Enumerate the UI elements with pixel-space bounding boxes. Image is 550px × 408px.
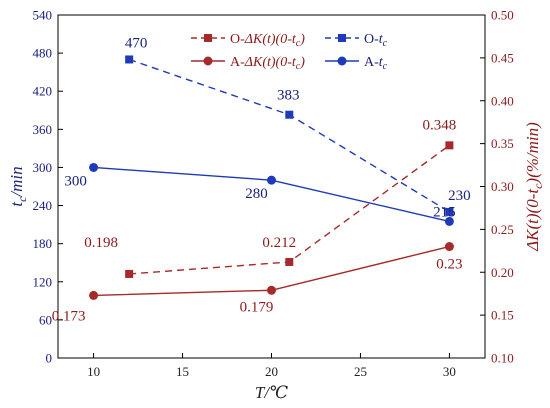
data-label-A-dK: 0.173: [52, 308, 86, 324]
data-label-A-dK: 0.23: [436, 257, 462, 273]
data-label-O-tc: 230: [448, 188, 471, 204]
legend-marker: [203, 56, 213, 66]
tick-label-bottom: 20: [265, 364, 278, 379]
legend-item-O-dK: O-ΔK(t)(0-tc): [191, 32, 305, 49]
data-point-O-tc: [125, 55, 134, 64]
tick-label-left: 60: [39, 312, 52, 327]
data-point-O-dK: [445, 141, 454, 150]
data-point-A-dK: [444, 242, 454, 252]
data-point-A-dK: [267, 285, 276, 295]
tick-label-left: 480: [33, 46, 53, 61]
tick-label-left: 240: [33, 198, 53, 213]
series-markers: [89, 55, 454, 300]
tick-label-right: 0.10: [491, 351, 514, 366]
data-point-A-tc: [444, 216, 454, 226]
legend-item-O-tc: O-tc: [325, 32, 388, 49]
legend-marker: [337, 56, 347, 66]
y-axis-title-left: tc/min: [7, 166, 29, 206]
legend-marker: [338, 34, 346, 42]
y-axis-title-right: ΔK(t)(0-tc)(%/min): [523, 122, 545, 252]
tick-label-right: 0.40: [491, 93, 514, 108]
data-point-A-tc: [89, 162, 99, 172]
data-label-O-dK: 0.198: [84, 235, 118, 251]
legend-marker: [204, 34, 212, 42]
tick-label-bottom: 25: [354, 364, 367, 379]
tick-label-left: 540: [33, 8, 53, 23]
tick-label-right: 0.50: [491, 8, 514, 23]
tick-label-left: 180: [33, 236, 53, 251]
data-label-O-tc: 470: [125, 35, 148, 51]
tick-label-right: 0.15: [491, 308, 514, 323]
tick-label-bottom: 15: [176, 364, 189, 379]
data-label-O-dK: 0.212: [262, 235, 296, 251]
legend-item-A-dK: A-ΔK(t)(0-tc): [191, 55, 305, 72]
tick-label-right: 0.30: [491, 179, 514, 194]
tick-label-right: 0.20: [491, 265, 514, 280]
legend-item-A-tc: A-tc: [325, 55, 388, 72]
data-point-A-tc: [267, 175, 276, 185]
legend: O-ΔK(t)(0-tc) O-tc A-ΔK(t)(0-tc) A-tc: [191, 32, 388, 72]
data-label-A-tc: 280: [245, 186, 268, 202]
data-label-A-tc: 300: [64, 173, 87, 189]
legend-label: A-ΔK(t)(0-tc): [230, 55, 305, 72]
tick-label-left: 120: [33, 274, 53, 289]
series-line-A-tc: [93, 166, 450, 223]
tick-label-right: 0.45: [491, 50, 514, 65]
data-point-O-tc: [445, 207, 454, 216]
tick-label-left: 300: [33, 160, 53, 175]
axis-titles: T/℃ tc/min ΔK(t)(0-tc)(%/min): [7, 122, 545, 402]
tick-labels: 0 60 120 180 240 300 360 420 480 540 0.10 0.15 0.20 0…: [33, 8, 514, 380]
data-labels: 0.198 0.212 0.348 470 383 230 0.173 0.179 0.23 30…: [52, 35, 471, 324]
data-point-O-tc: [285, 110, 294, 119]
tick-label-right: 0.25: [491, 222, 514, 237]
x-axis-title: T/℃: [255, 383, 288, 402]
tick-label-left: 0: [46, 351, 53, 366]
tick-marks: [58, 14, 485, 359]
tick-label-left: 420: [33, 84, 53, 99]
legend-label: A-tc: [364, 55, 388, 72]
data-point-A-dK: [89, 290, 99, 300]
data-label-A-tc: 215: [433, 204, 456, 220]
legend-label: O-tc: [364, 32, 388, 49]
data-label-O-tc: 383: [277, 88, 300, 104]
series-line-O-tc: [128, 58, 450, 213]
tick-label-bottom: 30: [443, 364, 456, 379]
data-label-O-dK: 0.348: [423, 117, 457, 133]
data-point-O-dK: [125, 269, 134, 278]
data-label-A-dK: 0.179: [240, 299, 274, 315]
tick-label-left: 360: [33, 122, 53, 137]
legend-label: O-ΔK(t)(0-tc): [230, 32, 305, 49]
tick-label-bottom: 10: [87, 364, 100, 379]
data-point-O-dK: [285, 257, 294, 266]
tick-label-right: 0.35: [491, 136, 514, 151]
